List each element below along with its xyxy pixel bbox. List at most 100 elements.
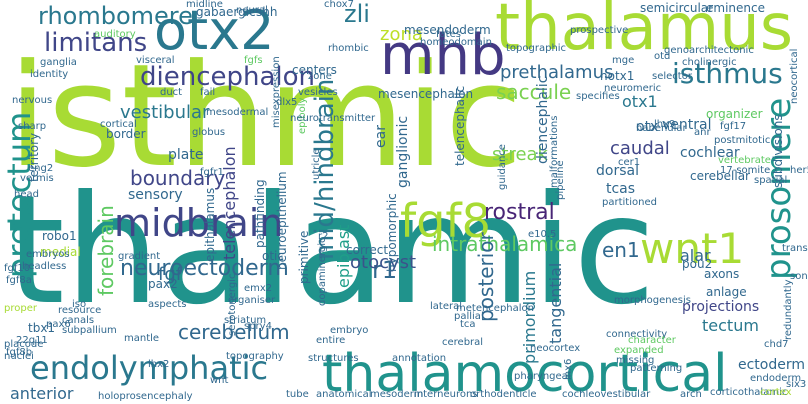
cloud-word: tangential [546,262,565,344]
cloud-word: metencephalon [456,303,535,314]
cloud-word: isthmus [672,57,783,90]
cloud-word: missing [616,355,655,366]
cloud-word: neurotransmitter [290,113,376,124]
cloud-word: tube [286,389,309,400]
cloud-word: headless [22,261,67,272]
cloud-word: chox7 [324,0,354,10]
cloud-word: gabaergic [196,5,256,19]
cloud-word: specifies [576,91,620,102]
cloud-word: pax6 [46,319,71,330]
cloud-word: rhombic [328,43,369,54]
cloud-word: topography [226,351,284,362]
cloud-word: epithalamus [203,187,217,262]
cloud-word: saccule [496,80,572,104]
cloud-word: placode [4,339,44,350]
cloud-word: eminence [706,1,765,15]
cloud-word: auditory [94,29,136,40]
cloud-word: nuclei [4,351,34,362]
cloud-word: organizer [706,107,763,121]
cloud-word: anr [694,127,711,138]
cloud-word: cerebellum [178,320,290,344]
cloud-word: sonic [790,271,808,282]
cloud-word: alar [680,246,711,265]
cloud-word: canals [62,315,95,326]
cloud-word: semicircular [640,1,714,15]
cloud-word: corticothalamic [710,387,788,398]
cloud-word: endoderm [750,373,802,384]
cloud-word: selector [652,71,692,82]
cloud-word: postmitotic [714,135,771,146]
cloud-word: boundary [130,166,226,190]
cloud-word: mge [612,55,635,66]
cloud-word: otocyst [350,252,417,273]
cloud-word: caudal [610,138,670,159]
cloud-word: border [106,127,146,141]
cloud-word: emx2 [244,283,273,294]
cloud-word: iso [72,299,87,310]
cloud-word: streak [492,144,548,165]
cloud-word: cortical [100,119,137,130]
cloud-word: plate [168,147,204,163]
cloud-word: rhombomere [38,2,193,30]
cloud-word: habenular [636,123,687,134]
cloud-word: axons [704,267,740,281]
cloud-word: globus [192,127,226,138]
cloud-word: anterior [10,384,74,403]
cloud-word: neural [236,5,268,16]
cloud-word: sensory [128,187,183,203]
cloud-word: limitans [44,28,148,58]
cloud-word: lhx9 [654,119,676,130]
cloud-word: misexpression [271,56,282,128]
cloud-word: primitive [297,230,311,284]
cloud-word: pou2 [682,257,713,271]
cloud-word: pax2 [148,277,178,291]
cloud-word: striatum [224,315,267,326]
cloud-word: cerebral [442,337,484,348]
cloud-word: pipeline [555,160,566,200]
cloud-word: topographic [506,43,567,54]
cloud-word: cochlear [680,145,740,161]
cloud-word: centers [292,63,337,77]
cloud-word: shh [256,5,278,19]
cloud-word: connectivity [606,329,668,340]
cloud-word: mesodermal [206,107,269,118]
cloud-word: ear [373,125,389,148]
cloud-word: character [628,335,676,346]
cloud-word: diencephalic [535,75,551,164]
cloud-word: cholinergic [682,57,737,68]
cloud-word: cer1 [618,157,641,168]
cloud-word: orthodenticle [470,389,537,400]
cloud-word: telencephalic [453,85,467,166]
cloud-word: midbrain [114,201,284,245]
cloud-word: wnt1 [640,224,745,273]
cloud-word: arch [680,389,702,400]
cloud-word: partitioned [602,197,657,208]
cloud-word: ventral [662,117,712,133]
cloud-word: dlx5 [276,97,298,108]
cloud-word: proper [4,303,37,314]
cloud-word: otx1 [622,92,658,111]
cloud-word: neuromeric [604,83,662,94]
cloud-word: head [14,189,39,200]
cloud-word: homeodomain [420,37,492,48]
cloud-word: spatial [754,175,788,186]
cloud-word: six3 [786,379,807,390]
cloud-word: zli [344,0,370,28]
cloud-word: vestibular [120,102,210,123]
cloud-word: utricle [311,148,322,180]
cloud-word: guidance [497,144,508,190]
cloud-word: tcas [606,181,636,197]
cloud-word: thalamocortical [322,344,728,404]
cloud-word: morphogenesis [614,295,691,306]
cloud-word: cortex [760,387,792,398]
cloud-word: ectoderm [738,357,806,373]
cloud-word: correct [346,243,389,257]
cloud-word: serotonergic [227,273,238,336]
cloud-word: hotx1 [600,69,635,83]
cloud-word: en1 [602,238,640,262]
cloud-word: prospective [570,25,629,36]
cloud-word: tectum [702,316,759,335]
cloud-word: neocortical [789,48,800,104]
cloud-word: lhx6 [563,358,574,380]
cloud-word: anatomical [316,389,372,400]
